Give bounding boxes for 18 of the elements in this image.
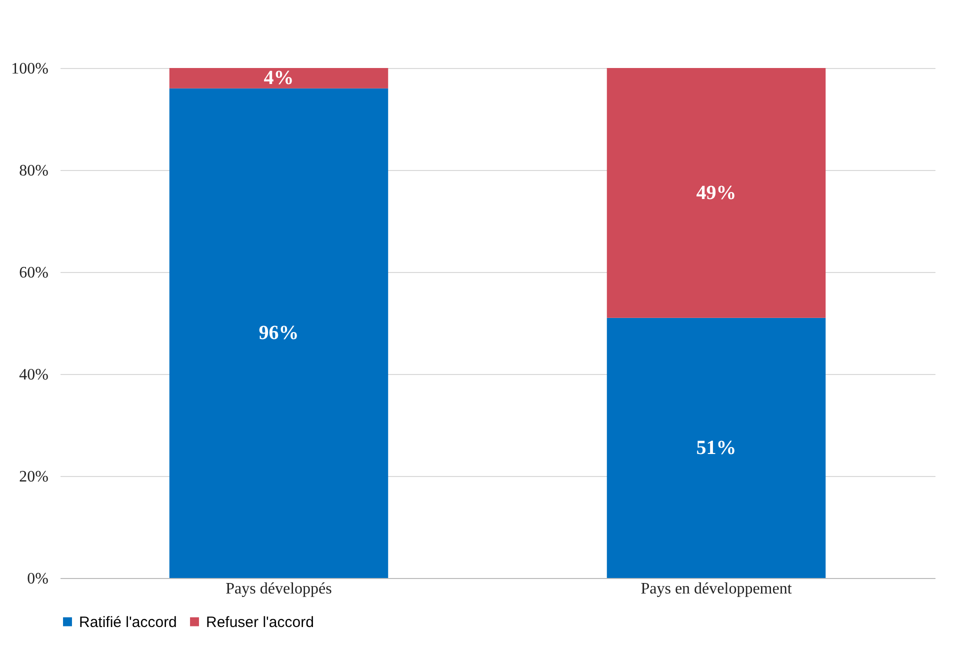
data-label: 4% [264,67,294,90]
y-tick-label: 60% [19,264,48,282]
legend-label: Ratifié l'accord [79,614,177,631]
y-tick-label: 80% [19,162,48,180]
y-tick-label: 0% [27,570,48,588]
legend-label: Refuser l'accord [206,614,314,631]
x-tick-label: Pays développés [226,580,332,598]
bar [169,88,388,578]
data-label: 96% [258,322,299,344]
data-label: 51% [696,436,736,459]
data-label: 49% [696,182,736,204]
y-tick-label: 40% [19,366,48,384]
y-tick-label: 20% [19,468,48,486]
bar [606,318,826,578]
y-tick-label: 100% [11,60,48,78]
bar [169,68,388,88]
x-tick-label: Pays en développement [640,580,792,598]
bar [606,68,826,318]
